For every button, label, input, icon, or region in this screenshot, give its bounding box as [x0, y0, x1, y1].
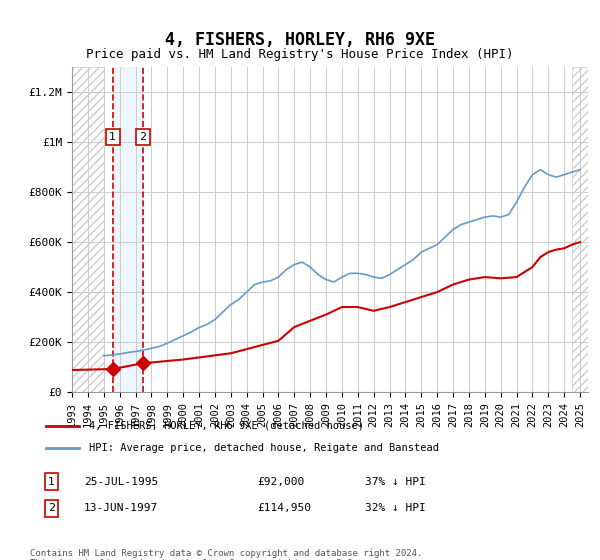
- Text: 4, FISHERS, HORLEY, RH6 9XE: 4, FISHERS, HORLEY, RH6 9XE: [165, 31, 435, 49]
- Text: HPI: Average price, detached house, Reigate and Banstead: HPI: Average price, detached house, Reig…: [89, 443, 439, 453]
- Text: 25-JUL-1995: 25-JUL-1995: [84, 477, 158, 487]
- Text: £114,950: £114,950: [257, 503, 311, 514]
- Text: 1: 1: [48, 477, 55, 487]
- Text: 2: 2: [48, 503, 55, 514]
- Bar: [113, 67, 143, 392]
- Text: 2: 2: [139, 132, 146, 142]
- Text: £92,000: £92,000: [257, 477, 304, 487]
- Text: 4, FISHERS, HORLEY, RH6 9XE (detached house): 4, FISHERS, HORLEY, RH6 9XE (detached ho…: [89, 421, 364, 431]
- Text: 32% ↓ HPI: 32% ↓ HPI: [365, 503, 425, 514]
- Text: 13-JUN-1997: 13-JUN-1997: [84, 503, 158, 514]
- Text: 37% ↓ HPI: 37% ↓ HPI: [365, 477, 425, 487]
- Text: Price paid vs. HM Land Registry's House Price Index (HPI): Price paid vs. HM Land Registry's House …: [86, 48, 514, 60]
- Text: Contains HM Land Registry data © Crown copyright and database right 2024.
This d: Contains HM Land Registry data © Crown c…: [30, 549, 422, 560]
- Text: 1: 1: [109, 132, 116, 142]
